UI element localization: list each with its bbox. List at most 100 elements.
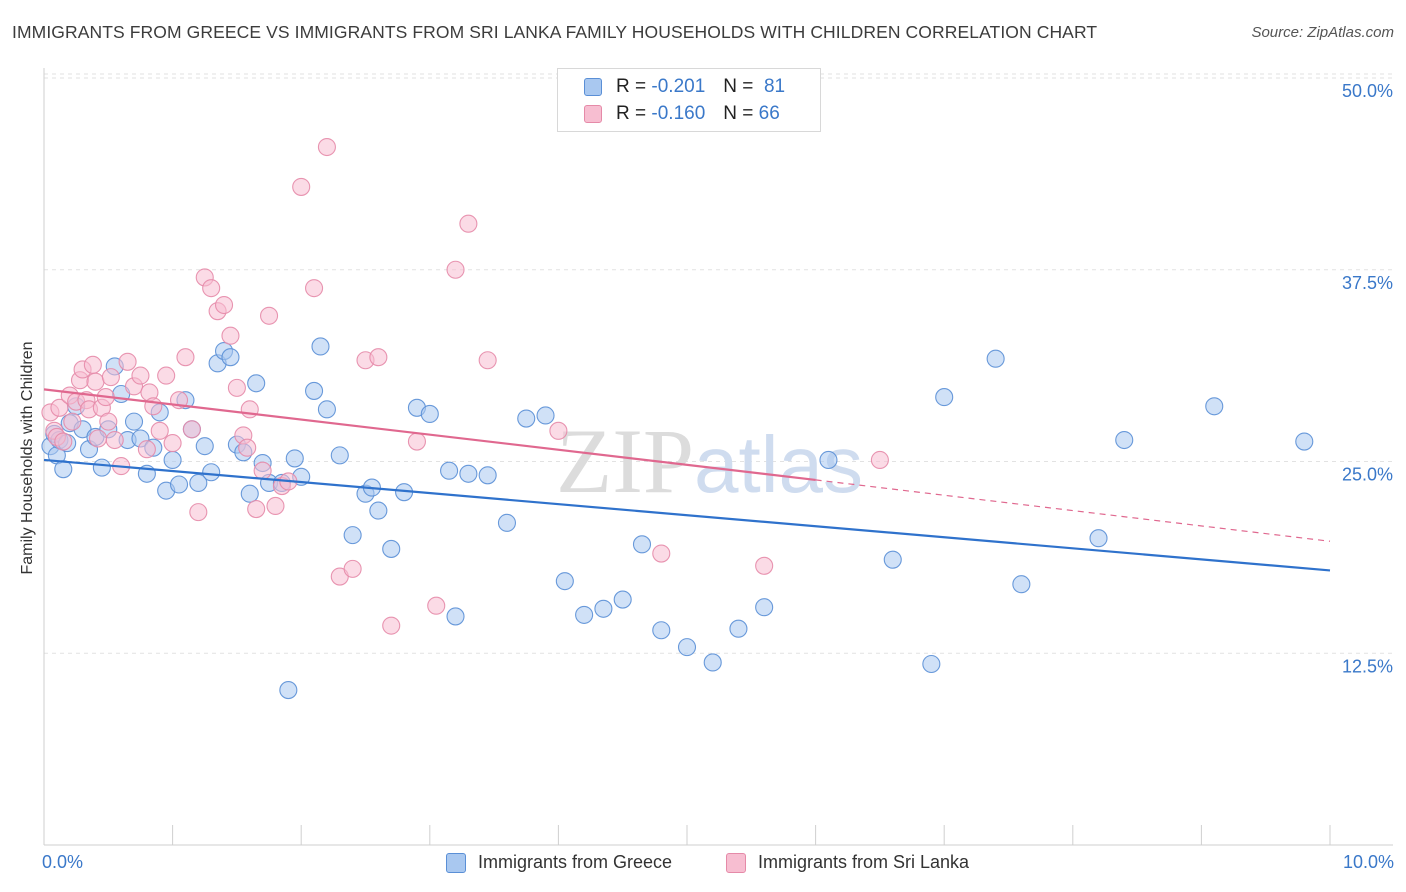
- grid-lines: [44, 73, 1393, 654]
- srilanka-point: [157, 366, 176, 385]
- greece-point: [279, 681, 298, 700]
- srilanka-point: [163, 434, 182, 453]
- trend-lines: [43, 388, 1331, 572]
- srilanka-r-value: -0.160: [651, 103, 706, 124]
- greece-swatch: [584, 78, 602, 96]
- greece-point: [517, 409, 536, 428]
- y-tick-labels: 12.5% 25.0% 37.5% 50.0%: [1342, 81, 1393, 676]
- watermark-zip: ZIP: [556, 410, 694, 512]
- srilanka-point: [446, 260, 465, 279]
- series-srilanka-points: [41, 137, 889, 635]
- greece-point: [446, 607, 465, 626]
- greece-n-value: 81: [763, 76, 786, 97]
- greece-point: [240, 484, 259, 503]
- greece-r-value: -0.201: [651, 76, 706, 97]
- greece-point: [221, 348, 240, 367]
- watermark: ZIP atlas: [556, 410, 863, 512]
- legend-srilanka-label: Immigrants from Sri Lanka: [758, 852, 970, 872]
- srilanka-n-label: N =: [723, 103, 754, 124]
- greece-point: [169, 475, 189, 494]
- greece-point: [311, 337, 330, 356]
- srilanka-point: [317, 137, 336, 157]
- greece-point: [195, 437, 214, 456]
- y-tick-label: 25.0%: [1342, 465, 1393, 485]
- source-credit: Source: ZipAtlas.com: [1251, 24, 1394, 41]
- greece-point: [935, 388, 954, 407]
- srilanka-point: [292, 177, 311, 196]
- greece-r-label: R =: [616, 76, 647, 97]
- x-tick-label-max: 10.0%: [1342, 852, 1394, 872]
- srilanka-point: [870, 450, 889, 470]
- srilanka-point: [652, 544, 671, 563]
- axes: [43, 68, 1393, 846]
- srilanka-point: [259, 306, 279, 325]
- y-tick-label: 37.5%: [1342, 273, 1393, 293]
- srilanka-point: [238, 438, 257, 457]
- greece-point: [1115, 430, 1134, 450]
- greece-point: [1205, 397, 1224, 416]
- srilanka-point: [247, 500, 266, 519]
- srilanka-point: [369, 348, 388, 367]
- legend-row-greece: R = -0.201 N = 81: [558, 74, 785, 100]
- srilanka-point: [118, 352, 137, 371]
- greece-point: [189, 473, 208, 493]
- srilanka-point: [50, 398, 69, 417]
- greece-point: [755, 598, 774, 617]
- srilanka-point: [86, 372, 105, 391]
- srilanka-point: [176, 348, 195, 367]
- srilanka-point: [83, 355, 102, 374]
- greece-point: [986, 349, 1005, 368]
- greece-point: [163, 450, 182, 470]
- greece-point: [202, 463, 221, 482]
- legend-greece-swatch: [446, 852, 466, 873]
- srilanka-point: [253, 461, 272, 480]
- greece-point: [382, 539, 401, 558]
- greece-point: [652, 621, 671, 640]
- legend-item-greece[interactable]: Immigrants from Greece: [446, 852, 672, 873]
- srilanka-point: [189, 503, 208, 522]
- srilanka-point: [755, 556, 774, 575]
- watermark-atlas: atlas: [694, 420, 863, 509]
- greece-point: [613, 590, 632, 609]
- greece-point: [420, 404, 439, 423]
- srilanka-point: [150, 421, 169, 440]
- srilanka-point: [382, 616, 401, 635]
- greece-point: [305, 381, 324, 400]
- greece-point: [1295, 432, 1314, 451]
- srilanka-n-value: 66: [758, 103, 780, 124]
- greece-point: [677, 638, 697, 657]
- srilanka-point: [427, 596, 446, 615]
- srilanka-point: [221, 326, 240, 345]
- srilanka-point: [549, 421, 568, 440]
- greece-trend-line: [43, 458, 1331, 572]
- series-legend: Immigrants from Greece Immigrants from S…: [0, 852, 1406, 878]
- srilanka-point: [202, 279, 221, 298]
- greece-point: [883, 550, 902, 569]
- srilanka-point: [137, 440, 156, 459]
- greece-point: [247, 374, 266, 393]
- srilanka-point: [54, 432, 73, 451]
- greece-point: [632, 535, 652, 554]
- srilanka-trend-line: [43, 388, 816, 482]
- greece-point: [124, 412, 144, 431]
- greece-point: [285, 449, 304, 468]
- srilanka-point: [105, 430, 124, 450]
- legend-greece-label: Immigrants from Greece: [478, 852, 673, 872]
- greece-point: [343, 526, 362, 545]
- greece-point: [440, 461, 459, 480]
- srilanka-point: [305, 279, 324, 298]
- srilanka-point: [478, 351, 497, 370]
- y-tick-label: 12.5%: [1342, 656, 1393, 676]
- legend-srilanka-swatch: [726, 852, 746, 873]
- srilanka-point: [131, 366, 150, 385]
- srilanka-point: [63, 412, 82, 431]
- greece-point: [536, 406, 555, 425]
- srilanka-trend-extension: [815, 479, 1331, 542]
- greece-n-label: N =: [723, 76, 754, 97]
- srilanka-point: [101, 368, 120, 387]
- correlation-legend: R = -0.201 N = 81 R = -0.160 N = 66: [557, 68, 821, 132]
- greece-point: [575, 605, 594, 624]
- legend-item-srilanka[interactable]: Immigrants from Sri Lanka: [726, 852, 969, 873]
- srilanka-point: [407, 432, 426, 451]
- srilanka-point: [459, 214, 478, 233]
